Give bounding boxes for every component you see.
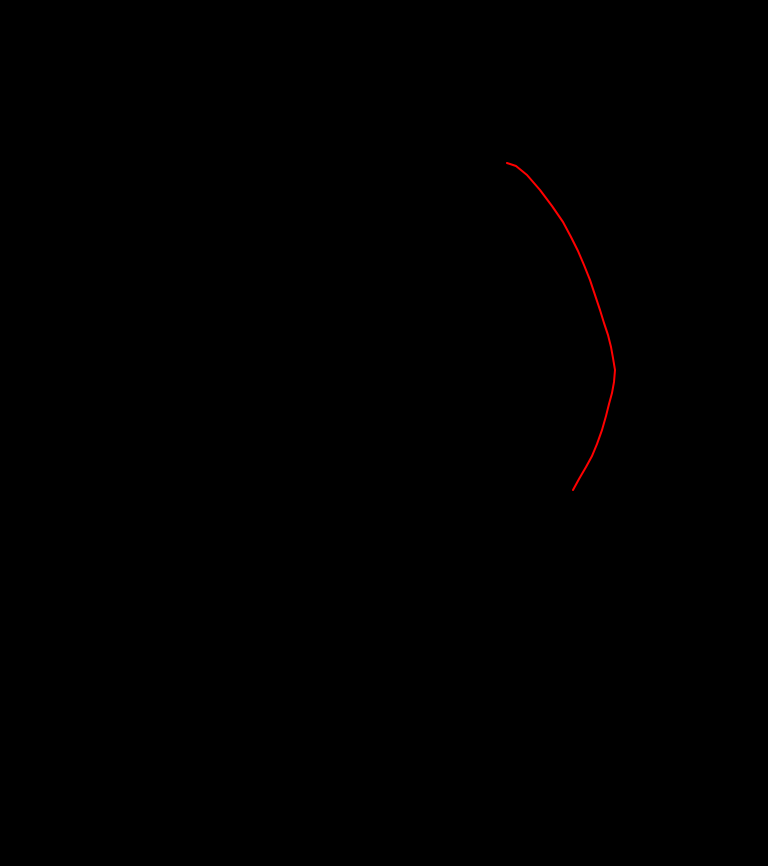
red-curve	[506, 162, 616, 491]
